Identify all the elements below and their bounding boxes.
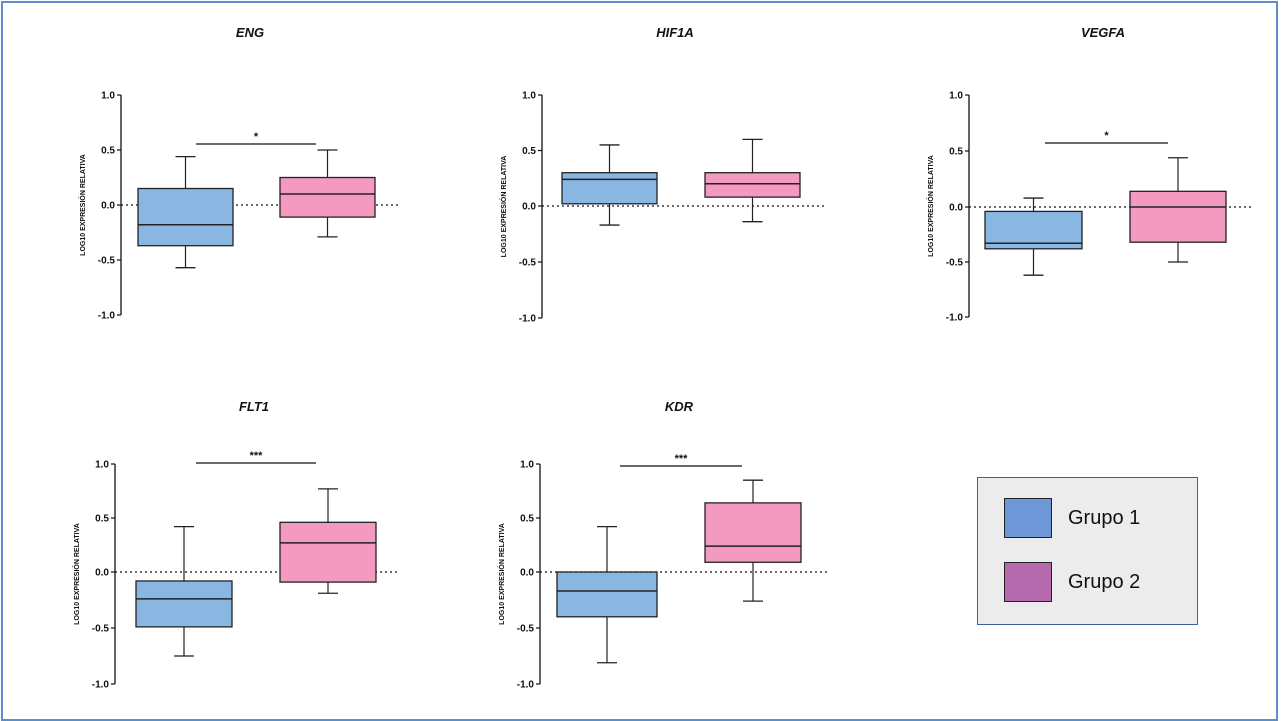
legend-item-grupo-2: Grupo 2	[1004, 562, 1140, 602]
y-tick-label: 0.0	[95, 568, 109, 579]
chart-title: ENG	[236, 25, 264, 40]
y-tick-label: 0.5	[95, 514, 109, 525]
y-tick-label: -1.0	[946, 313, 964, 324]
y-tick-label: -0.5	[517, 624, 535, 635]
legend: Grupo 1 Grupo 2	[977, 477, 1198, 625]
box-grupo-2	[279, 488, 377, 594]
box-plot-panels: ENG 1.0 0.5 0.0 -0.5 -1.0 LOG10 EXPRESIÓN RELA…	[72, 25, 1252, 691]
y-tick-label: 0.5	[522, 146, 536, 157]
y-axis-label: LOG10 EXPRESIÓN RELATIVA	[926, 155, 935, 257]
significance-label: *	[254, 131, 259, 143]
box-iqr	[704, 502, 802, 563]
chart-title: KDR	[665, 399, 694, 414]
legend-swatch-grupo-2	[1004, 562, 1052, 602]
box-iqr	[135, 580, 233, 628]
chart-title: HIF1A	[656, 25, 694, 40]
legend-label-grupo-2: Grupo 2	[1068, 570, 1141, 593]
y-tick-label: 0.5	[949, 147, 963, 158]
y-tick-label: -0.5	[92, 624, 110, 635]
box-grupo-2	[279, 149, 376, 238]
box-iqr	[561, 172, 658, 205]
y-axis-label: LOG10 EXPRESIÓN RELATIVA	[497, 523, 506, 625]
box-iqr	[704, 172, 801, 198]
chart-title: FLT1	[239, 399, 269, 414]
y-tick-label: 1.0	[949, 91, 963, 102]
chart-panel-eng: ENG 1.0 0.5 0.0 -0.5 -1.0 LOG10 EXPRESIÓN RELA…	[78, 25, 400, 322]
box-grupo-1	[137, 155, 234, 269]
y-tick-label: -0.5	[519, 258, 537, 269]
box-iqr	[556, 571, 658, 618]
significance-label: ***	[675, 453, 689, 465]
chart-panel-hif1a: HIF1A 1.0 0.5 0.0 -0.5 -1.0 LOG10 EXPRESIÓN RE…	[499, 25, 827, 325]
y-tick-label: 0.0	[949, 203, 963, 214]
y-tick-label: 1.0	[520, 460, 534, 471]
significance-label: ***	[250, 450, 264, 462]
y-tick-label: -1.0	[517, 680, 535, 691]
y-tick-label: 1.0	[95, 460, 109, 471]
box-iqr	[1129, 190, 1227, 243]
y-tick-label: -1.0	[519, 314, 537, 325]
y-tick-label: -0.5	[946, 258, 964, 269]
y-tick-label: 0.5	[520, 514, 534, 525]
y-tick-label: -0.5	[98, 256, 116, 267]
box-grupo-1	[984, 197, 1083, 276]
chart-panel-kdr: KDR 1.0 0.5 0.0 -0.5 -1.0 LOG10 EXPRESIÓN RELA…	[497, 399, 827, 691]
legend-swatch-grupo-1	[1004, 498, 1052, 538]
y-tick-label: 0.0	[520, 568, 534, 579]
y-tick-label: -1.0	[98, 311, 116, 322]
y-tick-label: 0.0	[522, 202, 536, 213]
box-iqr	[279, 521, 377, 583]
y-tick-label: 0.5	[101, 146, 115, 157]
box-iqr	[279, 176, 376, 218]
y-tick-label: 1.0	[101, 91, 115, 102]
y-tick-label: 0.0	[101, 201, 115, 212]
legend-item-grupo-1: Grupo 1	[1004, 498, 1140, 538]
box-grupo-1	[561, 144, 658, 226]
chart-title: VEGFA	[1081, 25, 1125, 40]
box-iqr	[137, 187, 234, 247]
box-grupo-1	[135, 525, 233, 657]
box-grupo-2	[1129, 157, 1227, 263]
chart-panel-vegfa: VEGFA 1.0 0.5 0.0 -0.5 -1.0 LOG10 EXPRESIÓN RE…	[926, 25, 1252, 324]
y-tick-label: -1.0	[92, 680, 110, 691]
box-grupo-1	[556, 525, 658, 664]
y-axis-label: LOG10 EXPRESIÓN RELATIVA	[499, 156, 508, 258]
box-grupo-2	[704, 479, 802, 602]
y-tick-label: 1.0	[522, 91, 536, 102]
y-axis-label: LOG10 EXPRESIÓN RELATIVA	[78, 154, 87, 256]
chart-panel-flt1: FLT1 1.0 0.5 0.0 -0.5 -1.0 LOG10 EXPRESIÓN REL…	[72, 399, 400, 691]
significance-label: *	[1104, 130, 1109, 142]
y-axis-label: LOG10 EXPRESIÓN RELATIVA	[72, 523, 81, 625]
legend-label-grupo-1: Grupo 1	[1068, 506, 1141, 529]
box-grupo-2	[704, 138, 801, 223]
